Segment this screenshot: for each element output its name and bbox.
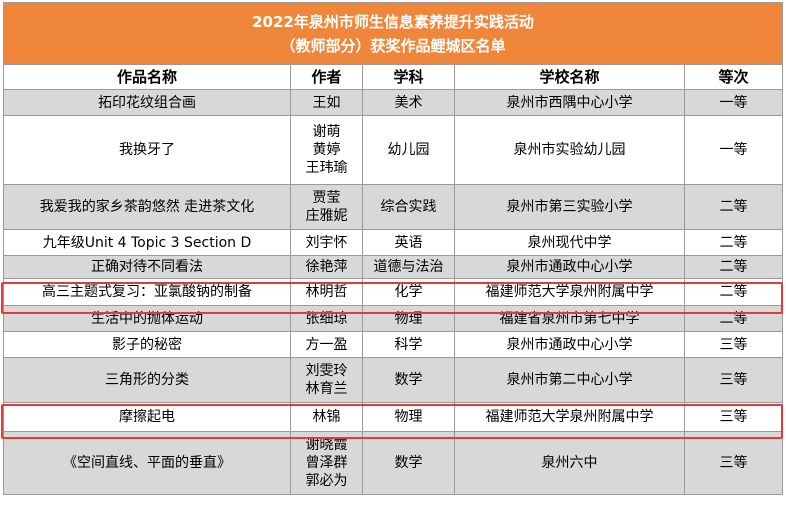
subject: 化学 xyxy=(362,278,455,306)
work-name: 高三主题式复习：亚氯酸钠的制备 xyxy=(3,278,291,306)
author: 郭必为 xyxy=(305,473,348,489)
subject: 物理 xyxy=(362,402,455,432)
school: 福建师范大学泉州附属中学 xyxy=(454,402,685,432)
table-row-highlighted: 高三主题式复习：亚氯酸钠的制备 林明哲 化学 福建师范大学泉州附属中学 二等 xyxy=(3,278,784,306)
grade: 三等 xyxy=(683,431,784,495)
school: 泉州市通政中心小学 xyxy=(454,331,685,358)
table-row: 正确对待不同看法 徐艳萍 道德与法治 泉州市通政中心小学 二等 xyxy=(3,255,784,279)
subject: 科学 xyxy=(362,331,455,358)
work-name: 正确对待不同看法 xyxy=(3,255,291,279)
grade: 二等 xyxy=(683,305,784,332)
subject: 数学 xyxy=(362,431,455,495)
author: 林育兰 xyxy=(305,381,348,397)
author: 徐艳萍 xyxy=(305,259,348,275)
school: 泉州现代中学 xyxy=(454,229,685,256)
header-work: 作品名称 xyxy=(3,64,291,90)
header-school: 学校名称 xyxy=(454,64,685,90)
authors: 林锦 xyxy=(290,402,363,432)
author: 谢晓霞 xyxy=(305,437,348,453)
table-title: 2022年泉州市师生信息素养提升实践活动 （教师部分）获奖作品鲤城区名单 xyxy=(2,2,784,65)
work-name: 生活中的抛体运动 xyxy=(3,305,291,332)
header-subject: 学科 xyxy=(362,64,455,90)
table-row: 《空间直线、平面的垂直》 谢晓霞曾泽群郭必为 数学 泉州六中 三等 xyxy=(3,431,784,495)
subject: 道德与法治 xyxy=(362,255,455,279)
subject: 幼儿园 xyxy=(362,115,455,185)
authors: 刘雯玲 林育兰 xyxy=(290,357,363,403)
author: 庄雅妮 xyxy=(305,208,348,224)
author: 林明哲 xyxy=(305,284,348,300)
school: 泉州市第三实验小学 xyxy=(454,184,685,230)
school: 泉州市第二中心小学 xyxy=(454,357,685,403)
authors: 刘宇怀 xyxy=(290,229,363,256)
authors: 徐艳萍 xyxy=(290,255,363,279)
work-name: 我换牙了 xyxy=(3,115,291,185)
subject: 物理 xyxy=(362,305,455,332)
authors: 谢萌 黄婷 王玮瑜 xyxy=(290,115,363,185)
work-name: 影子的秘密 xyxy=(3,331,291,358)
school: 泉州六中 xyxy=(454,431,685,495)
grade: 三等 xyxy=(683,331,784,358)
table-row: 生活中的抛体运动 张细琼 物理 福建省泉州市第七中学 二等 xyxy=(3,305,784,332)
grade: 三等 xyxy=(683,357,784,403)
grade: 二等 xyxy=(683,229,784,256)
school: 泉州市通政中心小学 xyxy=(454,255,685,279)
author: 方一盈 xyxy=(305,336,348,353)
subject: 英语 xyxy=(362,229,455,256)
award-table: 2022年泉州市师生信息素养提升实践活动 （教师部分）获奖作品鲤城区名单 作品名… xyxy=(2,2,784,495)
header-grade: 等次 xyxy=(683,64,784,90)
author: 黄婷 xyxy=(312,142,341,158)
grade: 二等 xyxy=(683,184,784,230)
subject: 综合实践 xyxy=(362,184,455,230)
author: 谢萌 xyxy=(312,124,341,140)
author: 林锦 xyxy=(312,409,341,425)
subject: 美术 xyxy=(362,89,455,116)
work-name: 三角形的分类 xyxy=(3,357,291,403)
table-row: 九年级Unit 4 Topic 3 Section D 刘宇怀 英语 泉州现代中… xyxy=(3,229,784,256)
author: 刘宇怀 xyxy=(305,234,348,251)
title-line-2: （教师部分）获奖作品鲤城区名单 xyxy=(280,36,506,55)
grade: 二等 xyxy=(683,255,784,279)
table-row: 三角形的分类 刘雯玲林育兰 数学 泉州市第二中心小学 三等 xyxy=(3,357,784,403)
school: 泉州市西隅中心小学 xyxy=(454,89,685,116)
author: 刘雯玲 xyxy=(305,363,348,379)
work-name: 《空间直线、平面的垂直》 xyxy=(3,431,291,495)
author: 贾莹 xyxy=(312,190,341,206)
table-row: 影子的秘密 方一盈 科学 泉州市通政中心小学 三等 xyxy=(3,331,784,358)
school: 福建省泉州市第七中学 xyxy=(454,305,685,332)
author: 王如 xyxy=(312,94,341,111)
table-row: 我换牙了 谢萌黄婷王玮瑜 幼儿园 泉州市实验幼儿园 一等 xyxy=(3,115,784,185)
table-row: 我爱我的家乡茶韵悠然 走进茶文化 贾莹庄雅妮 综合实践 泉州市第三实验小学 二等 xyxy=(3,184,784,230)
authors: 谢晓霞 曾泽群 郭必为 xyxy=(290,431,363,495)
grade: 二等 xyxy=(683,278,784,306)
author: 曾泽群 xyxy=(305,455,348,471)
title-line-1: 2022年泉州市师生信息素养提升实践活动 xyxy=(252,12,534,31)
subject: 数学 xyxy=(362,357,455,403)
table-row: 拓印花纹组合画 王如 美术 泉州市西隅中心小学 一等 xyxy=(3,89,784,116)
authors: 贾莹 庄雅妮 xyxy=(290,184,363,230)
grade: 三等 xyxy=(683,402,784,432)
authors: 王如 xyxy=(290,89,363,116)
header-author: 作者 xyxy=(290,64,363,90)
grade: 一等 xyxy=(683,89,784,116)
author: 王玮瑜 xyxy=(305,160,348,176)
authors: 方一盈 xyxy=(290,331,363,358)
school: 福建师范大学泉州附属中学 xyxy=(454,278,685,306)
work-name: 摩擦起电 xyxy=(3,402,291,432)
work-name: 九年级Unit 4 Topic 3 Section D xyxy=(3,229,291,256)
table-row-highlighted: 摩擦起电 林锦 物理 福建师范大学泉州附属中学 三等 xyxy=(3,402,784,432)
authors: 林明哲 xyxy=(290,278,363,306)
work-name: 拓印花纹组合画 xyxy=(3,89,291,116)
authors: 张细琼 xyxy=(290,305,363,332)
author: 张细琼 xyxy=(305,310,348,327)
grade: 一等 xyxy=(683,115,784,185)
header-row: 作品名称 作者 学科 学校名称 等次 xyxy=(3,64,784,90)
school: 泉州市实验幼儿园 xyxy=(454,115,685,185)
work-name: 我爱我的家乡茶韵悠然 走进茶文化 xyxy=(3,184,291,230)
